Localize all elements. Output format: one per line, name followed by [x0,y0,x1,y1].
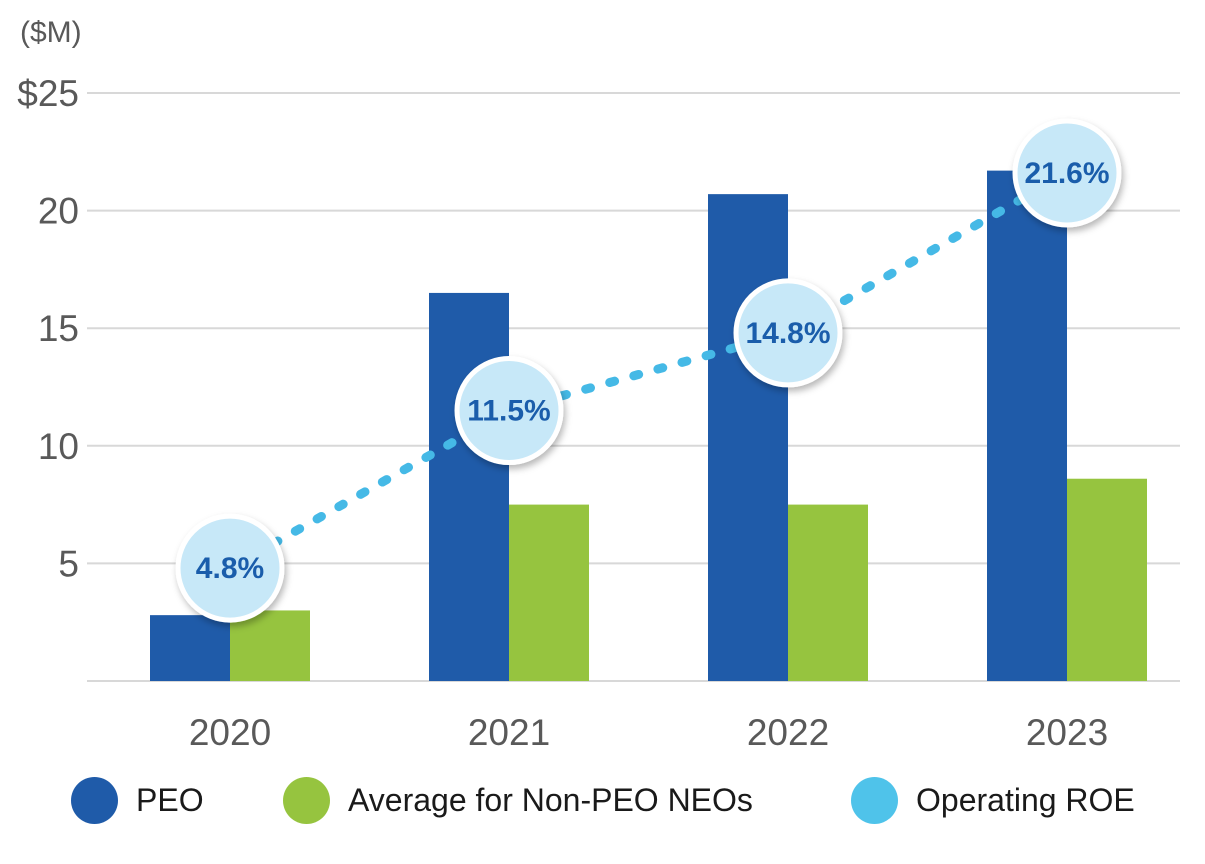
x-tick-label-2021: 2021 [468,712,550,753]
x-tick-label-2023: 2023 [1026,712,1108,753]
y-tick-label-20: 20 [38,191,79,232]
legend-swatch-peo-circle [71,776,118,824]
roe-value-label-2020: 4.8% [196,552,264,585]
operating-roe-markers: 4.8% 11.5% 14.8% 21.6% [175,118,1122,623]
roe-marker-2020: 4.8% [175,513,285,623]
legend-label-operating-roe: Operating ROE [916,781,1135,818]
bar-peo-2020 [150,615,230,681]
bar-series-peo [150,170,1067,682]
roe-bubble-2022 [733,278,843,388]
roe-bubble-2020 [175,513,285,623]
roe-value-label-2023: 21.6% [1024,157,1109,190]
y-tick-label-25: $25 [17,73,79,114]
roe-bubble-2023 [1012,118,1122,228]
y-axis-tick-labels: $25 20 15 10 5 [17,73,79,584]
roe-marker-2021: 11.5% [454,356,564,466]
bar-peo-2022 [708,194,788,682]
bar-non-peo-2023 [1067,478,1147,681]
bar-non-peo-2020 [230,610,310,681]
y-tick-label-15: 15 [38,308,79,349]
legend-swatch-non-peo-circle [283,776,330,824]
y-axis-unit-label: ($M) [20,16,82,49]
x-tick-label-2022: 2022 [747,712,829,753]
chart-legend: PEO Average for Non-PEO NEOs Operating R… [0,775,1205,835]
bar-peo-2023 [987,170,1067,681]
chart-plot-area: $25 20 15 10 5 2020 2021 2022 2023 4.8% 11.5% 14.8%… [17,73,1180,753]
y-tick-label-5: 5 [58,543,79,584]
y-tick-label-10: 10 [38,426,79,467]
bar-non-peo-2021 [509,504,589,681]
roe-marker-2023: 21.6% [1012,118,1122,228]
legend-item-operating-roe: Operating ROE [851,775,1135,825]
legend-label-peo: PEO [136,781,204,818]
x-tick-label-2020: 2020 [189,712,271,753]
bar-non-peo-2022 [788,504,868,681]
legend-item-peo: PEO [71,775,204,825]
legend-swatch-roe-circle [851,776,898,824]
roe-marker-2022: 14.8% [733,278,843,388]
x-axis-tick-labels: 2020 2021 2022 2023 [189,712,1108,753]
legend-label-non-peo: Average for Non-PEO NEOs [348,781,753,818]
roe-value-label-2021: 11.5% [467,395,550,428]
operating-roe-dotted-line [225,168,1072,573]
bar-series-non-peo [230,478,1147,681]
roe-bubble-2021 [454,356,564,466]
bar-peo-2021 [429,292,509,681]
legend-item-non-peo-neos: Average for Non-PEO NEOs [283,775,753,825]
roe-value-label-2022: 14.8% [745,317,830,350]
